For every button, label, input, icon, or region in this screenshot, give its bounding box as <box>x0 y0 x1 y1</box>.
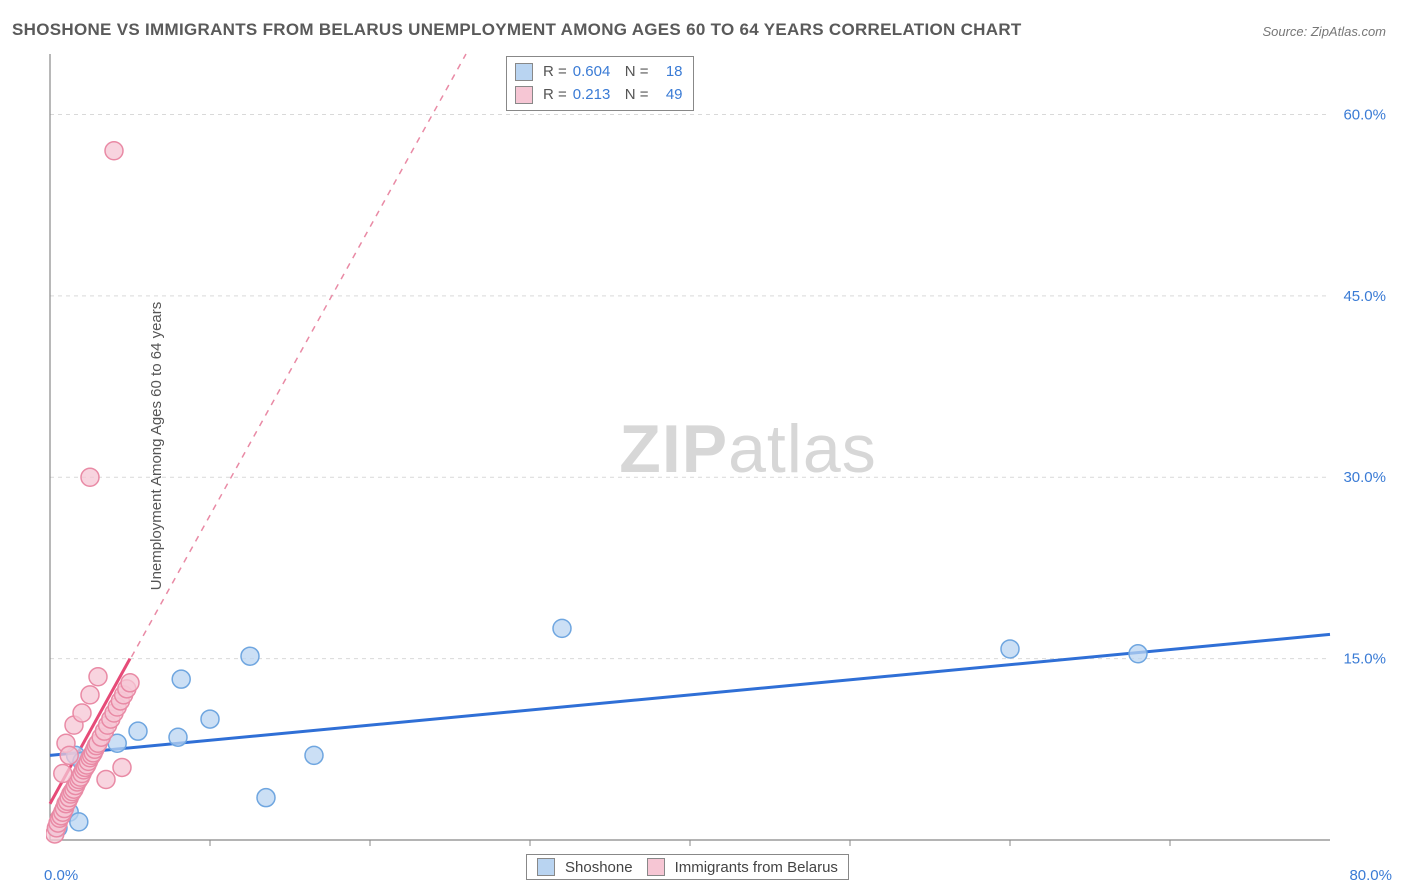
legend-label: Shoshone <box>565 859 633 876</box>
chart-area: 15.0%30.0%45.0%60.0% ZIPatlas R =0.604N … <box>46 50 1396 882</box>
legend-swatch <box>647 858 665 876</box>
data-point <box>201 710 219 728</box>
r-label: R = <box>543 84 567 107</box>
data-point <box>1129 645 1147 663</box>
series-swatch <box>515 63 533 81</box>
data-point <box>121 674 139 692</box>
legend-swatch <box>537 858 555 876</box>
legend-label: Immigrants from Belarus <box>675 859 838 876</box>
data-point <box>172 670 190 688</box>
data-point <box>70 813 88 831</box>
data-point <box>241 647 259 665</box>
legend: Shoshone Immigrants from Belarus <box>526 854 849 880</box>
stat-row: R = 0.213 N = 49 <box>515 84 683 107</box>
n-label: N = <box>625 61 649 84</box>
data-point <box>305 746 323 764</box>
legend-item: Shoshone <box>537 858 633 876</box>
data-point <box>73 704 91 722</box>
legend-item: Immigrants from Belarus <box>647 858 838 876</box>
correlation-stats-box: R = 0.604 N = 18 R = 0.213 N = 49 <box>506 56 694 111</box>
source-citation: Source: ZipAtlas.com <box>1262 24 1386 39</box>
chart-title: SHOSHONE VS IMMIGRANTS FROM BELARUS UNEM… <box>12 20 1022 40</box>
data-point <box>553 619 571 637</box>
x-axis-max-label: 80.0% <box>1349 867 1392 884</box>
y-grid-label: 60.0% <box>1343 106 1386 123</box>
data-point <box>54 764 72 782</box>
r-value: 0.604 <box>573 61 619 84</box>
x-axis-min-label: 0.0% <box>44 867 78 884</box>
y-grid-label: 15.0% <box>1343 651 1386 668</box>
data-point <box>129 722 147 740</box>
r-value: 0.213 <box>573 84 619 107</box>
y-grid-label: 45.0% <box>1343 288 1386 305</box>
data-point <box>97 771 115 789</box>
data-point <box>257 789 275 807</box>
data-point <box>1001 640 1019 658</box>
data-point <box>60 746 78 764</box>
data-point <box>81 468 99 486</box>
stat-row: R = 0.604 N = 18 <box>515 61 683 84</box>
n-value: 49 <box>655 84 683 107</box>
data-point <box>81 686 99 704</box>
r-label: R = <box>543 61 567 84</box>
n-label: N = <box>625 84 649 107</box>
data-point <box>105 142 123 160</box>
n-value: 18 <box>655 61 683 84</box>
y-grid-label: 30.0% <box>1343 469 1386 486</box>
data-point <box>113 758 131 776</box>
series-swatch <box>515 86 533 104</box>
data-point <box>89 668 107 686</box>
data-point <box>169 728 187 746</box>
scatter-chart: 15.0% 30.0% 45.0% 60.0% <box>46 50 1396 882</box>
